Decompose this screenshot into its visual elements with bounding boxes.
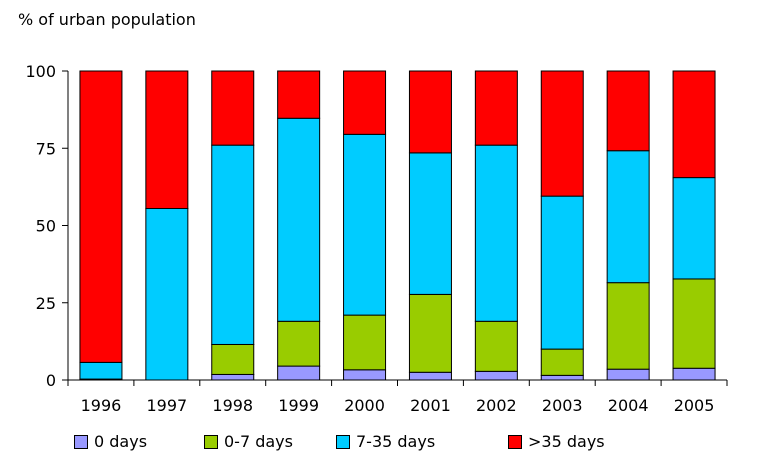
bar-segment-1999-0-7-days: [277, 320, 321, 367]
bar-segment-1996-7-35-days: [79, 361, 123, 380]
bar-segment-2004-7-35-days: [606, 150, 650, 284]
bar-segment-2001--35-days: [408, 70, 452, 154]
y-tick-label-100: 100: [25, 62, 56, 81]
x-tick-label-1999: 1999: [278, 396, 319, 415]
x-tick-label-1997: 1997: [146, 396, 187, 415]
legend-swatch: [336, 434, 350, 449]
axes-group: 1996 1997 1998 1999 2000 2001 2002 2003 2004 2005…: [25, 62, 728, 415]
bar-segment-2003-0-days: [540, 374, 584, 381]
bar-segment-2005-7-35-days: [672, 177, 716, 280]
bar-segment-1997--35-days: [145, 70, 189, 210]
legend-item: >35 days: [508, 432, 605, 451]
x-tick-label-2001: 2001: [410, 396, 451, 415]
bar-segment-2002-0-7-days: [474, 320, 518, 372]
bar-segment-2000-0-7-days: [343, 314, 387, 371]
bar-segment-2002-0-days: [474, 370, 518, 381]
y-tick-label-75: 75: [36, 139, 56, 158]
legend-item: 0 days: [74, 432, 147, 451]
bar-segment-1998-0-7-days: [211, 343, 255, 375]
bar-segment-2005-0-7-days: [672, 278, 716, 369]
bar-segment-2001-0-days: [408, 371, 452, 381]
bar-segment-2000-7-35-days: [343, 133, 387, 316]
bar-segment-2004-0-7-days: [606, 282, 650, 370]
bar-segment-2004--35-days: [606, 70, 650, 152]
bar-segment-1999-0-days: [277, 365, 321, 381]
x-tick-label-1998: 1998: [212, 396, 253, 415]
legend-swatch: [204, 434, 218, 449]
bar-segment-1998--35-days: [211, 70, 255, 146]
legend-label: 7-35 days: [356, 432, 436, 451]
bar-segment-2003-0-7-days: [540, 348, 584, 376]
bar-segment-2003-7-35-days: [540, 195, 584, 350]
y-tick-label-0: 0: [46, 371, 56, 390]
y-tick-label-25: 25: [36, 294, 56, 313]
legend-label: >35 days: [528, 432, 605, 451]
legend-item: 7-35 days: [336, 432, 435, 451]
bar-segment-2003--35-days: [540, 70, 584, 197]
bar-segment-2004-0-days: [606, 368, 650, 381]
bar-segment-1998-7-35-days: [211, 144, 255, 345]
legend-item: 0-7 days: [204, 432, 293, 451]
x-tick-label-2002: 2002: [476, 396, 517, 415]
legend-label: 0-7 days: [224, 432, 293, 451]
bar-segment-1996--35-days: [79, 70, 123, 363]
stacked-bar-chart: 1996 1997 1998 1999 2000 2001 2002 2003 2004 2005…: [25, 62, 728, 415]
bar-segment-2005-0-days: [672, 367, 716, 381]
bar-segment-2001-0-7-days: [408, 293, 452, 373]
legend-swatch: [508, 434, 522, 449]
bar-segment-2005--35-days: [672, 70, 716, 179]
y-tick-label-50: 50: [36, 217, 56, 236]
y-axis-title: % of urban population: [18, 10, 196, 29]
legend-label: 0 days: [94, 432, 148, 451]
bar-segment-1999-7-35-days: [277, 117, 321, 322]
bar-segment-2001-7-35-days: [408, 152, 452, 295]
bar-segment-1997-7-35-days: [145, 208, 189, 381]
bar-segment-2000-0-days: [343, 369, 387, 381]
bar-segment-1999--35-days: [277, 70, 321, 119]
chart-legend: 0 days 0-7 days 7-35 days >35 days: [0, 432, 768, 456]
bar-segment-2000--35-days: [343, 70, 387, 135]
legend-swatch: [74, 434, 88, 449]
bar-segment-2002--35-days: [474, 70, 518, 146]
x-tick-label-2000: 2000: [344, 396, 385, 415]
x-tick-label-2003: 2003: [542, 396, 583, 415]
bars-group: [79, 70, 716, 381]
bar-segment-1998-0-days: [211, 373, 255, 381]
x-tick-label-2004: 2004: [608, 396, 649, 415]
bar-segment-2002-7-35-days: [474, 144, 518, 322]
x-tick-label-1996: 1996: [81, 396, 122, 415]
x-tick-label-2005: 2005: [674, 396, 715, 415]
